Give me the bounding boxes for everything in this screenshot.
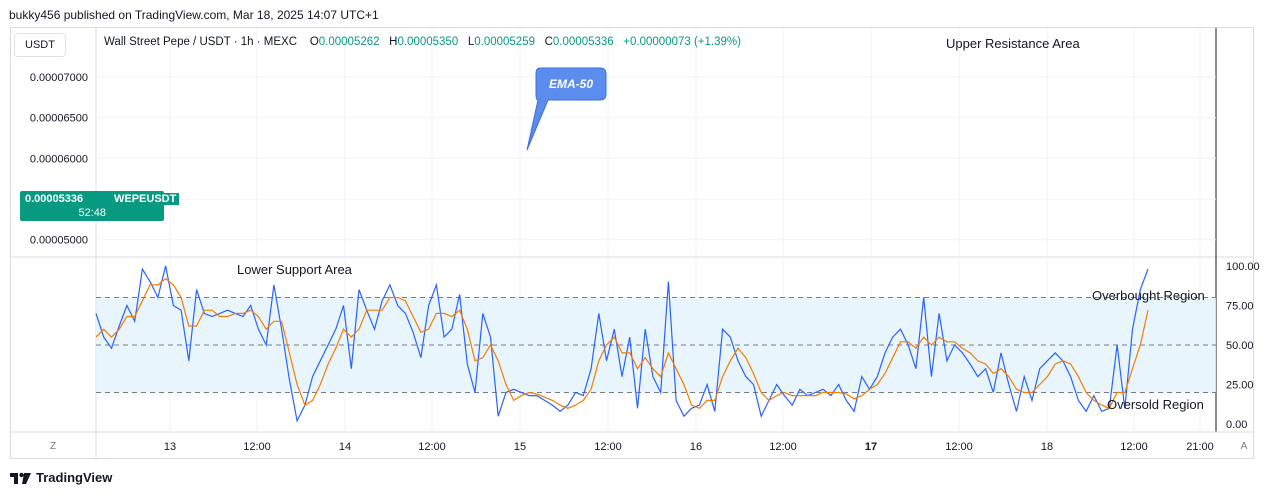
stoch-k-line [95,265,1149,423]
osc-tick-label: 50.00 [1226,340,1254,352]
chart-frame [10,27,1254,459]
price-tick-label: 0.00006000 [30,153,88,165]
price-tick-label: 0.00007000 [30,72,88,84]
upper-resistance-label: Upper Resistance Area [946,36,1080,51]
high-label: H [389,36,398,48]
tradingview-logo-icon [10,472,31,484]
time-tick-label: 21:00 [1186,441,1214,453]
close-label: C [544,36,553,48]
time-tick-label: 12:00 [243,441,271,453]
low-label: L [467,36,475,48]
time-tick-label: 12:00 [594,441,622,453]
tradingview-brand: TradingView [10,470,112,485]
osc-tick-label: 75.00 [1226,300,1254,312]
lower-support-label: Lower Support Area [237,262,353,277]
time-tick-label: 12:00 [1120,441,1148,453]
open-value: 0.00005262 [318,36,380,48]
z-button[interactable]: Z [49,441,57,452]
oversold-label: Oversold Region [1107,397,1204,412]
price-tick-label: 0.00005000 [30,235,88,247]
time-tick-label: 14 [339,441,351,453]
ohlc-legend: Wall Street Pepe / USDT · 1h · MEXC O0.0… [104,36,741,48]
time-tick-label: 16 [690,441,702,453]
price-tag-symbol: WEPEUSDT [111,193,180,205]
published-line: bukky456 published on TradingView.com, M… [9,8,379,22]
price-tick-label: 0.00006500 [30,113,88,125]
change-value: +0.00000073 (+1.39%) [623,36,741,48]
time-tick-label: 18 [1041,441,1053,453]
symbol-name[interactable]: Wall Street Pepe / USDT · 1h · MEXC [104,36,298,48]
overbought-label: Overbought Region [1092,288,1205,303]
osc-tick-label: 100.00 [1226,261,1260,273]
ema-callout-label: EMA-50 [549,77,593,91]
currency-button[interactable]: USDT [14,33,66,57]
low-value: 0.00005259 [474,36,535,48]
auto-scale-button[interactable]: A [1240,441,1248,452]
time-tick-label: 15 [514,441,526,453]
osc-tick-label: 0.00 [1226,419,1247,431]
ema-callout-shape [526,67,607,151]
time-tick-label: 12:00 [769,441,797,453]
bar-countdown: 52:48 [78,207,106,219]
time-tick-label: 17 [865,441,877,453]
stoch-d-line [95,277,1149,410]
close-value: 0.00005336 [552,36,614,48]
open-label: O [309,36,319,48]
last-price: 0.00005336 [25,193,84,205]
time-tick-label: 13 [164,441,176,453]
osc-tick-label: 25.00 [1226,380,1254,392]
last-price-tag: 0.00005336 WEPEUSDT 52:48 [20,191,180,221]
time-tick-label: 12:00 [418,441,446,453]
brand-name: TradingView [36,470,113,485]
high-value: 0.00005350 [397,36,459,48]
time-tick-label: 12:00 [945,441,973,453]
